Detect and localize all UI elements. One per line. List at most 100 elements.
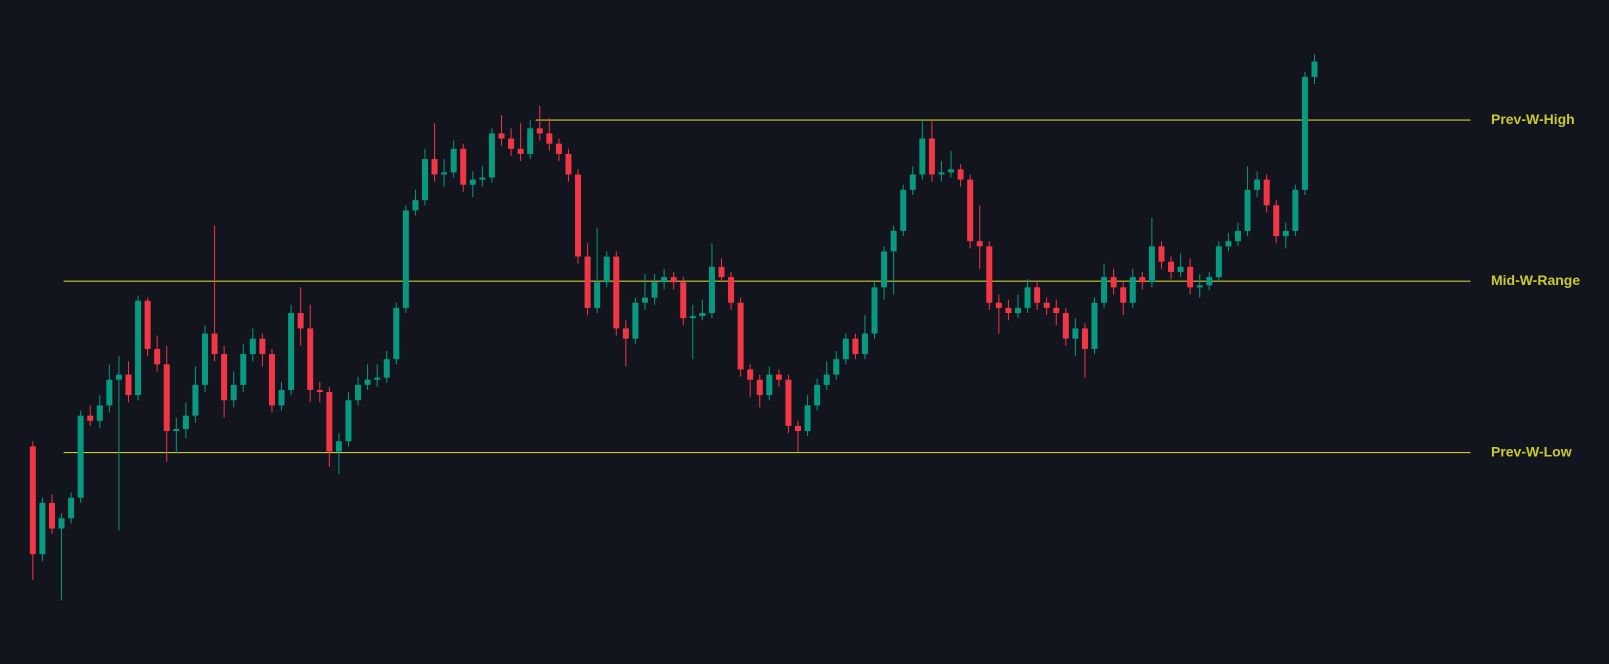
candle-body	[948, 169, 955, 173]
candle-body	[718, 266, 725, 278]
candle-body	[498, 133, 505, 139]
candle-body	[1024, 287, 1031, 308]
candle-body	[728, 277, 735, 303]
candle-body	[450, 148, 457, 173]
candle-body	[144, 300, 151, 349]
level-label: Prev-W-Low	[1491, 443, 1572, 459]
candle-body	[1244, 189, 1251, 231]
candle-body	[192, 384, 199, 416]
candle-body	[756, 379, 763, 396]
candle-body	[383, 359, 390, 378]
candle-body	[1043, 302, 1050, 308]
candle-body	[201, 333, 208, 385]
candle-body	[594, 282, 601, 308]
candle-body	[670, 277, 677, 283]
candle-body	[412, 200, 419, 211]
candle-body	[1273, 205, 1280, 237]
candle-body	[747, 369, 754, 380]
candle-body	[1196, 285, 1203, 288]
candle-body	[355, 384, 362, 401]
candle-body	[1014, 307, 1021, 314]
candle-body	[268, 354, 275, 406]
candle-body	[1292, 189, 1299, 231]
candle-body	[374, 377, 381, 380]
candle-body	[48, 502, 55, 529]
candle-body	[58, 518, 65, 529]
candle-body	[125, 374, 132, 396]
candle-body	[871, 287, 878, 334]
candle-body	[766, 374, 773, 396]
candle-body	[1129, 277, 1136, 303]
candle-body	[661, 277, 668, 283]
candle-body	[297, 313, 304, 329]
candle-body	[115, 374, 122, 380]
candle-body	[651, 282, 658, 298]
candle-body	[995, 302, 1002, 308]
candle-body	[622, 328, 629, 339]
candle-body	[737, 302, 744, 370]
candle-body	[345, 400, 352, 442]
candle-body	[173, 428, 180, 432]
candle-body	[957, 169, 964, 180]
candle-body	[508, 138, 515, 149]
candle-body	[900, 189, 907, 231]
candle-body	[1148, 246, 1155, 283]
candle-body	[890, 230, 897, 252]
candle-body	[861, 333, 868, 355]
candle-body	[1225, 241, 1232, 247]
candle-body	[967, 179, 974, 242]
candle-body	[460, 148, 467, 185]
candle-body	[402, 210, 409, 308]
candle-body	[842, 338, 849, 360]
candle-body	[259, 338, 266, 355]
candle-body	[421, 159, 428, 201]
candle-body	[441, 172, 448, 175]
candle-body	[775, 374, 782, 380]
candle-body	[1034, 287, 1041, 303]
candle-body	[699, 313, 706, 317]
candle-body	[1101, 277, 1108, 303]
candle-body	[1254, 179, 1261, 190]
candle-body	[1206, 277, 1213, 286]
candle-body	[976, 241, 983, 247]
candle-body	[221, 354, 228, 401]
candle-body	[77, 415, 84, 498]
candle-body	[230, 384, 237, 401]
candle-body	[814, 384, 821, 406]
candle-body	[1215, 246, 1222, 278]
candle-body	[852, 338, 859, 355]
candle-body	[680, 282, 687, 319]
candle-body	[1301, 76, 1308, 190]
candle-body	[708, 266, 715, 314]
candle-body	[249, 338, 256, 355]
candle-body	[555, 143, 562, 154]
candle-body	[479, 177, 486, 180]
candle-body	[469, 179, 476, 185]
candle-body	[488, 133, 495, 178]
candle-body	[135, 300, 142, 396]
candle-body	[986, 246, 993, 303]
candle-body	[68, 497, 75, 519]
candle-body	[565, 153, 572, 175]
candle-body	[1311, 61, 1318, 77]
candle-body	[240, 354, 247, 385]
candle-body	[833, 359, 840, 375]
candle-body	[1053, 307, 1060, 314]
candle-body	[795, 425, 802, 432]
candle-body	[335, 441, 342, 452]
candle-body	[364, 379, 371, 385]
candle-body	[1168, 261, 1175, 272]
candle-body	[431, 159, 438, 175]
candle-body	[1081, 328, 1088, 349]
candle-body	[1072, 328, 1079, 339]
candle-body	[938, 172, 945, 175]
candle-body	[393, 307, 400, 360]
candle-body	[881, 251, 888, 288]
candle-body	[632, 302, 639, 339]
candle-body	[909, 174, 916, 190]
candle-body	[527, 128, 534, 154]
candle-body	[182, 415, 189, 429]
candle-body	[584, 256, 591, 308]
